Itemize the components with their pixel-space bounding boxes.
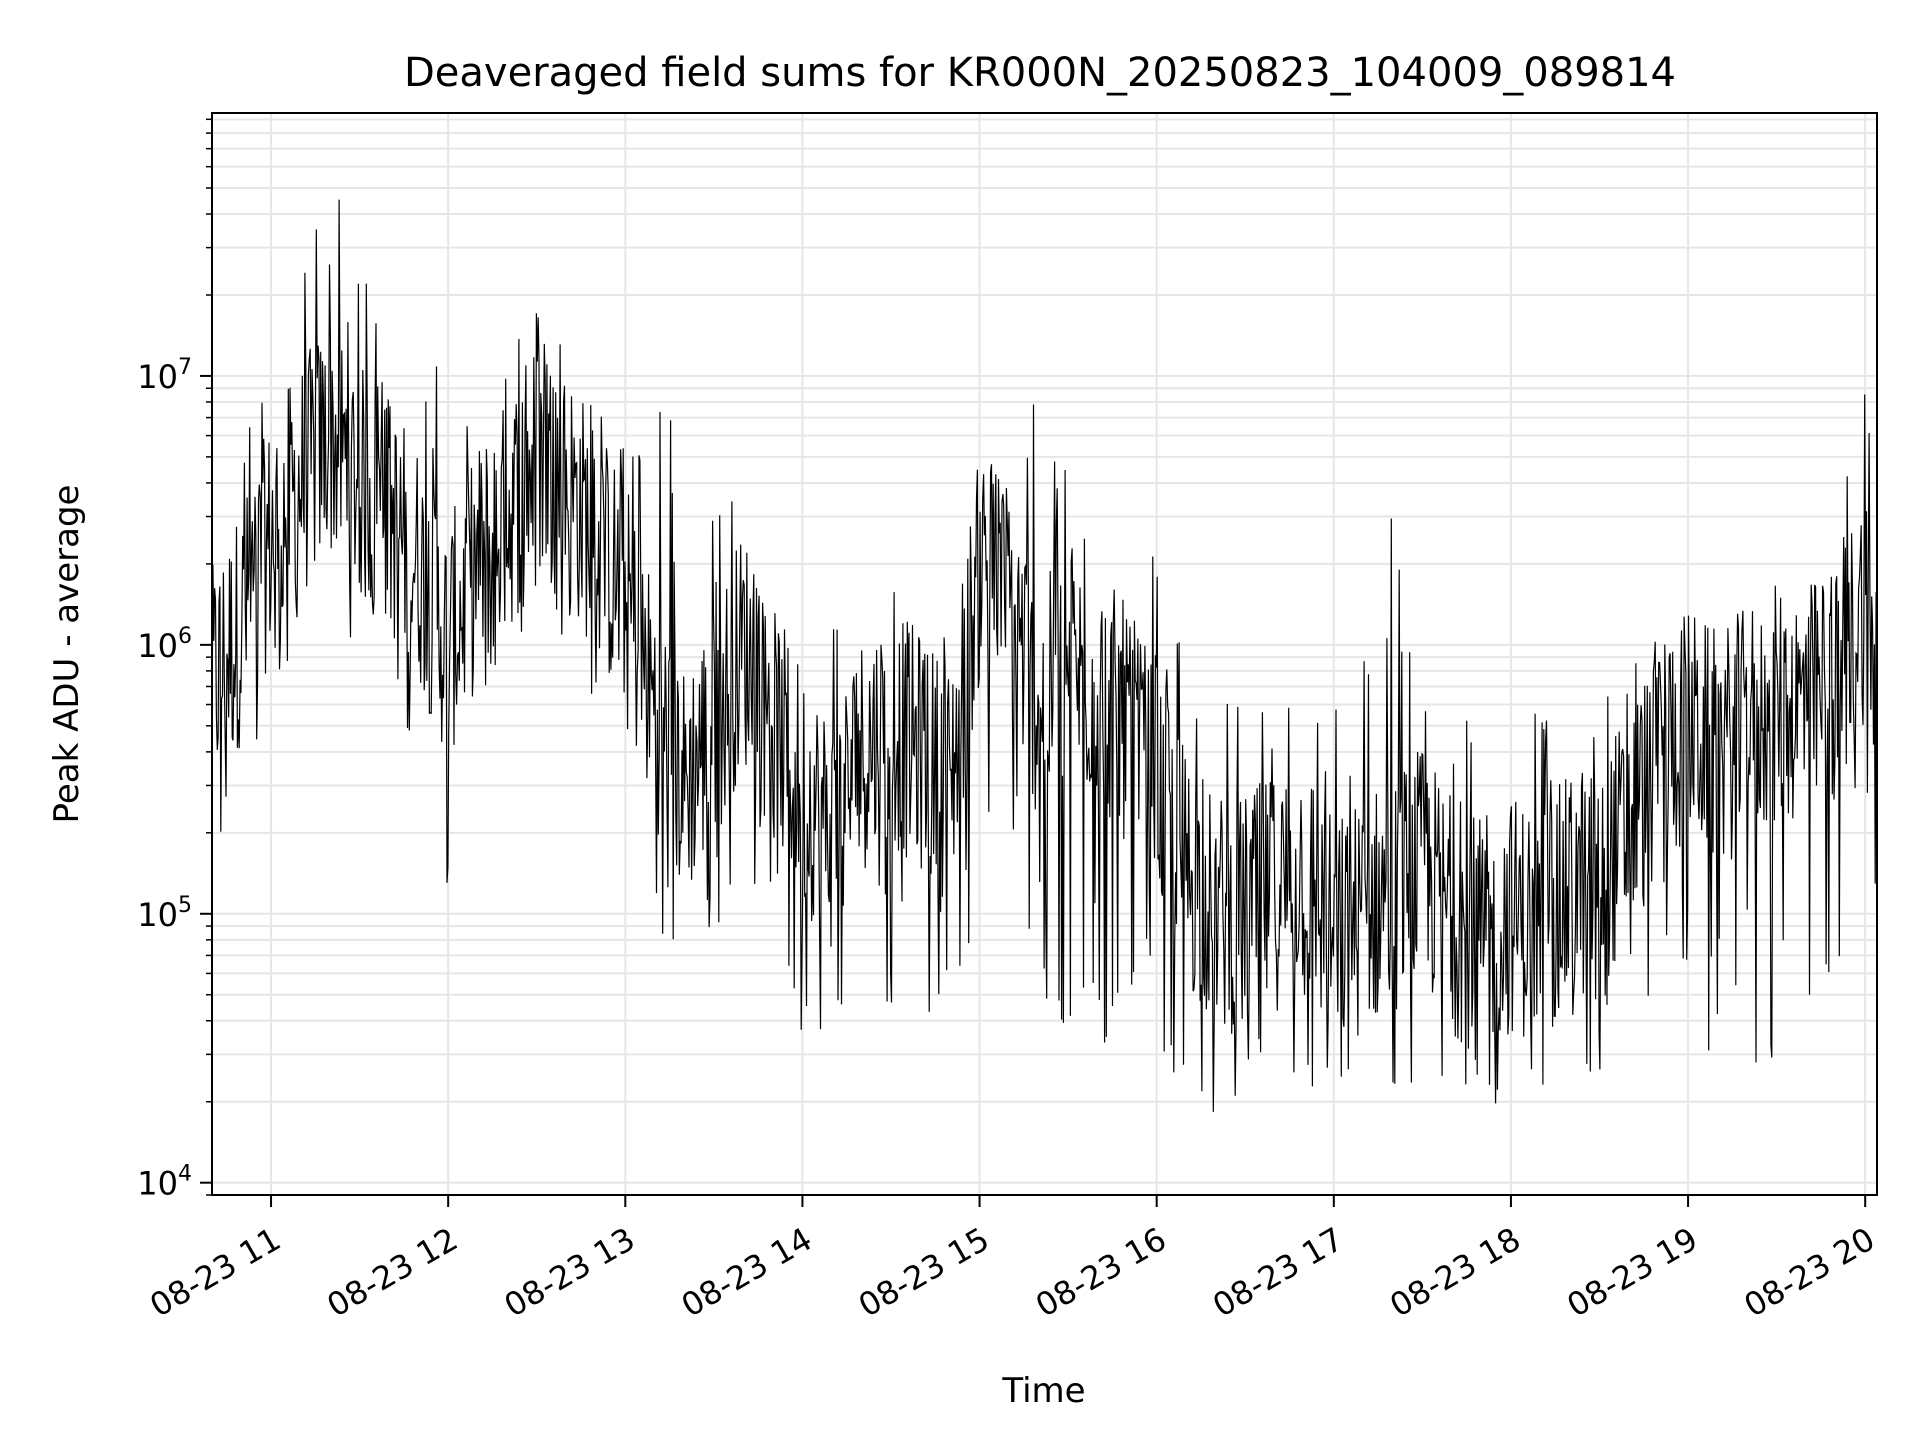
series-line (211, 199, 1878, 1112)
y-tick-label: 107 (137, 355, 192, 396)
series-group (211, 199, 1878, 1112)
chart-title: Deaveraged field sums for KR000N_2025082… (404, 50, 1676, 96)
x-axis-label: Time (1001, 1371, 1085, 1411)
y-tick-label: 105 (137, 893, 192, 934)
y-axis-label: Peak ADU - average (47, 485, 87, 824)
y-axis: 104 105 106 107 (137, 118, 212, 1203)
y-tick-label: 106 (137, 624, 192, 665)
y-tick-label: 104 (137, 1162, 192, 1203)
plot-frame (211, 112, 1878, 1196)
